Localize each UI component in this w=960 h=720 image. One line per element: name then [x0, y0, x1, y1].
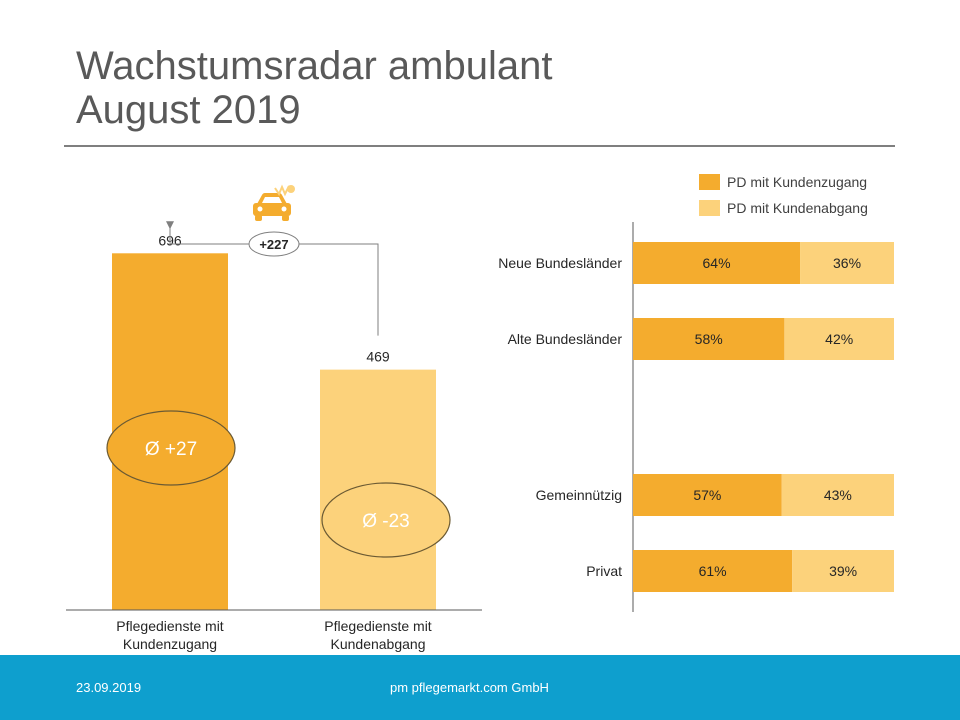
- footer-bar: 23.09.2019 pm pflegemarkt.com GmbH: [0, 655, 960, 720]
- legend-swatch: [699, 174, 720, 190]
- average-label: Ø -23: [362, 511, 410, 532]
- bar-segment: [792, 550, 894, 592]
- data-label: 36%: [833, 255, 861, 271]
- title-line-1: Wachstumsradar ambulant: [76, 44, 553, 88]
- title-line-2: August 2019: [76, 88, 301, 132]
- data-label: 57%: [693, 487, 721, 503]
- legend-label: PD mit Kundenzugang: [727, 174, 867, 190]
- bar-value-label: 469: [366, 349, 390, 365]
- data-label: 43%: [824, 487, 852, 503]
- data-label: 42%: [825, 331, 853, 347]
- bar-segment: [781, 474, 894, 516]
- difference-label: +227: [259, 237, 288, 252]
- category-label: Neue Bundesländer: [498, 255, 622, 271]
- bar-segment: [633, 242, 801, 284]
- category-label: Alte Bundesländer: [508, 331, 623, 347]
- category-label: Pflegedienste mit Kundenzugang: [116, 618, 224, 652]
- car-icon: [253, 184, 295, 221]
- category-label: Gemeinnützig: [536, 487, 622, 503]
- footer-date: 23.09.2019: [76, 680, 142, 695]
- bar-segment: [633, 474, 782, 516]
- bar-segment: [633, 318, 785, 360]
- category-label: Pflegedienste mit Kundenabgang: [324, 618, 432, 652]
- data-label: 64%: [703, 255, 731, 271]
- data-label: 58%: [695, 331, 723, 347]
- average-ellipse: [106, 410, 236, 486]
- difference-arrowhead: [166, 221, 174, 230]
- average-ellipse: [321, 482, 451, 558]
- footer-company: pm pflegemarkt.com GmbH: [390, 680, 549, 695]
- bar-segment: [633, 550, 793, 592]
- difference-bubble: [248, 231, 300, 257]
- data-label: 39%: [829, 563, 857, 579]
- average-label: Ø +27: [145, 439, 197, 460]
- data-label: 61%: [699, 563, 727, 579]
- bar-segment: [784, 318, 894, 360]
- legend-swatch: [699, 200, 720, 216]
- legend-label: PD mit Kundenabgang: [727, 200, 868, 216]
- title-divider: [64, 145, 895, 147]
- slide-title: Wachstumsradar ambulant August 2019: [76, 44, 552, 132]
- category-label: Privat: [586, 563, 622, 579]
- bar-segment: [800, 242, 894, 284]
